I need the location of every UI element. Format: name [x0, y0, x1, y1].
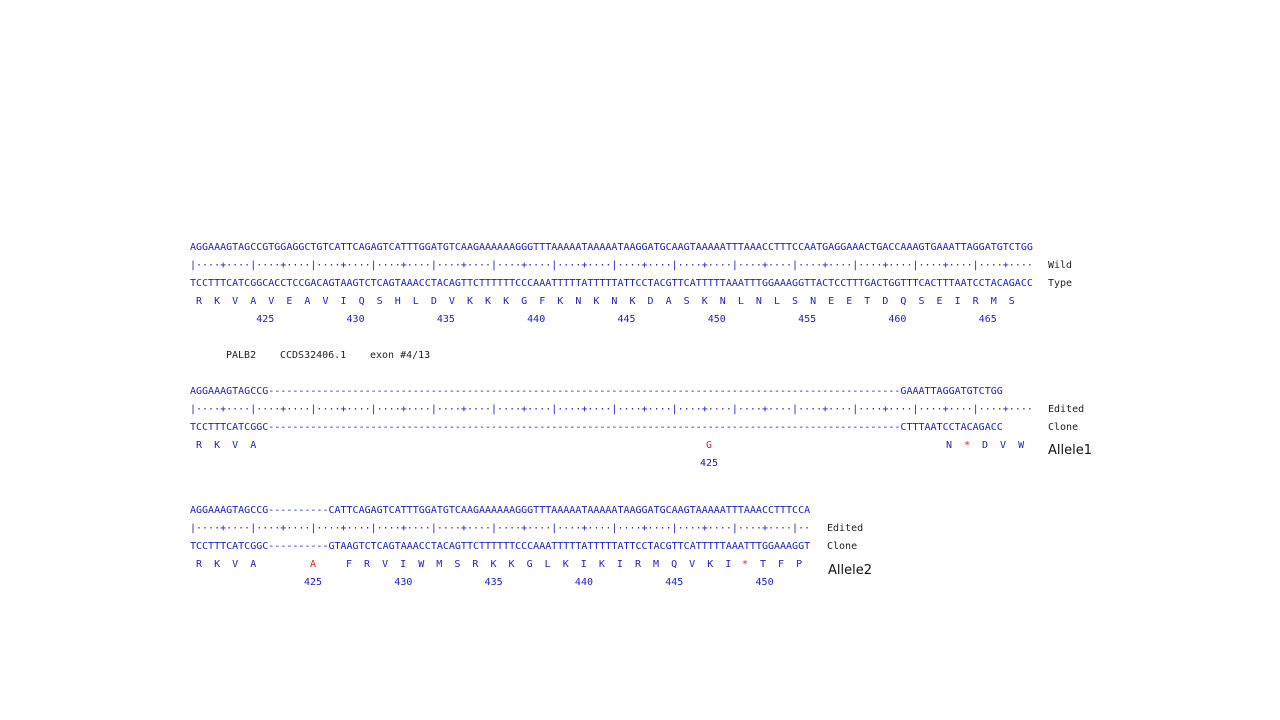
- allele1-seq-top: AGGAAAGTAGCCG---------------------------…: [190, 386, 1003, 397]
- allele1-aa-start: R K V A: [190, 440, 257, 451]
- wild-label-2: Type: [1048, 278, 1073, 289]
- allele2-aa-mutation: A: [310, 559, 317, 570]
- allele2-name: Allele2: [828, 563, 872, 578]
- allele1-aa-end-2: D V W: [982, 440, 1025, 451]
- allele1-aa-end-1: N: [946, 440, 953, 451]
- allele2-aa-mid: F R V I W M S R K K G L K I K I R M Q V …: [346, 559, 732, 570]
- allele2-aa-start: R K V A: [190, 559, 257, 570]
- wild-seq-bottom: TCCTTTCATCGGCACCTCCGACAGTAAGTCTCAGTAAACC…: [190, 278, 1033, 289]
- wild-position-numbers: 425 430 435 440 445 450 455 460 465: [190, 314, 997, 325]
- wild-amino-acids: R K V A V E A V I Q S H L D V K K K G F …: [190, 296, 1015, 307]
- allele2-ruler: |····+····|····+····|····+····|····+····…: [190, 523, 811, 534]
- allele2-position-numbers: 425 430 435 440 445 450: [304, 577, 774, 588]
- wild-label-1: Wild: [1048, 260, 1073, 271]
- wild-seq-top: AGGAAAGTAGCCGTGGAGGCTGTCATTCAGAGTCATTTGG…: [190, 242, 1033, 253]
- allele1-label-2: Clone: [1048, 422, 1079, 433]
- allele2-aa-end: T F P: [760, 559, 803, 570]
- allele1-label-1: Edited: [1048, 404, 1085, 415]
- wild-ruler: |····+····|····+····|····+····|····+····…: [190, 260, 1033, 271]
- allele1-position-number: 425: [700, 458, 719, 469]
- allele2-label-2: Clone: [827, 541, 858, 552]
- gene-name: PALB2: [226, 350, 257, 361]
- allele1-ruler: |····+····|····+····|····+····|····+····…: [190, 404, 1033, 415]
- ccds-id: CCDS32406.1: [280, 350, 347, 361]
- exon-label: exon #4/13: [370, 350, 431, 361]
- allele2-seq-bottom: TCCTTTCATCGGC----------GTAAGTCTCAGTAAACC…: [190, 541, 811, 552]
- allele1-seq-bottom: TCCTTTCATCGGC---------------------------…: [190, 422, 1003, 433]
- allele1-aa-mutation: G: [706, 440, 713, 451]
- allele2-stop-codon: *: [742, 559, 749, 570]
- allele1-stop-codon: *: [964, 440, 971, 451]
- allele1-name: Allele1: [1048, 443, 1092, 458]
- allele2-label-1: Edited: [827, 523, 864, 534]
- allele2-seq-top: AGGAAAGTAGCCG----------CATTCAGAGTCATTTGG…: [190, 505, 811, 516]
